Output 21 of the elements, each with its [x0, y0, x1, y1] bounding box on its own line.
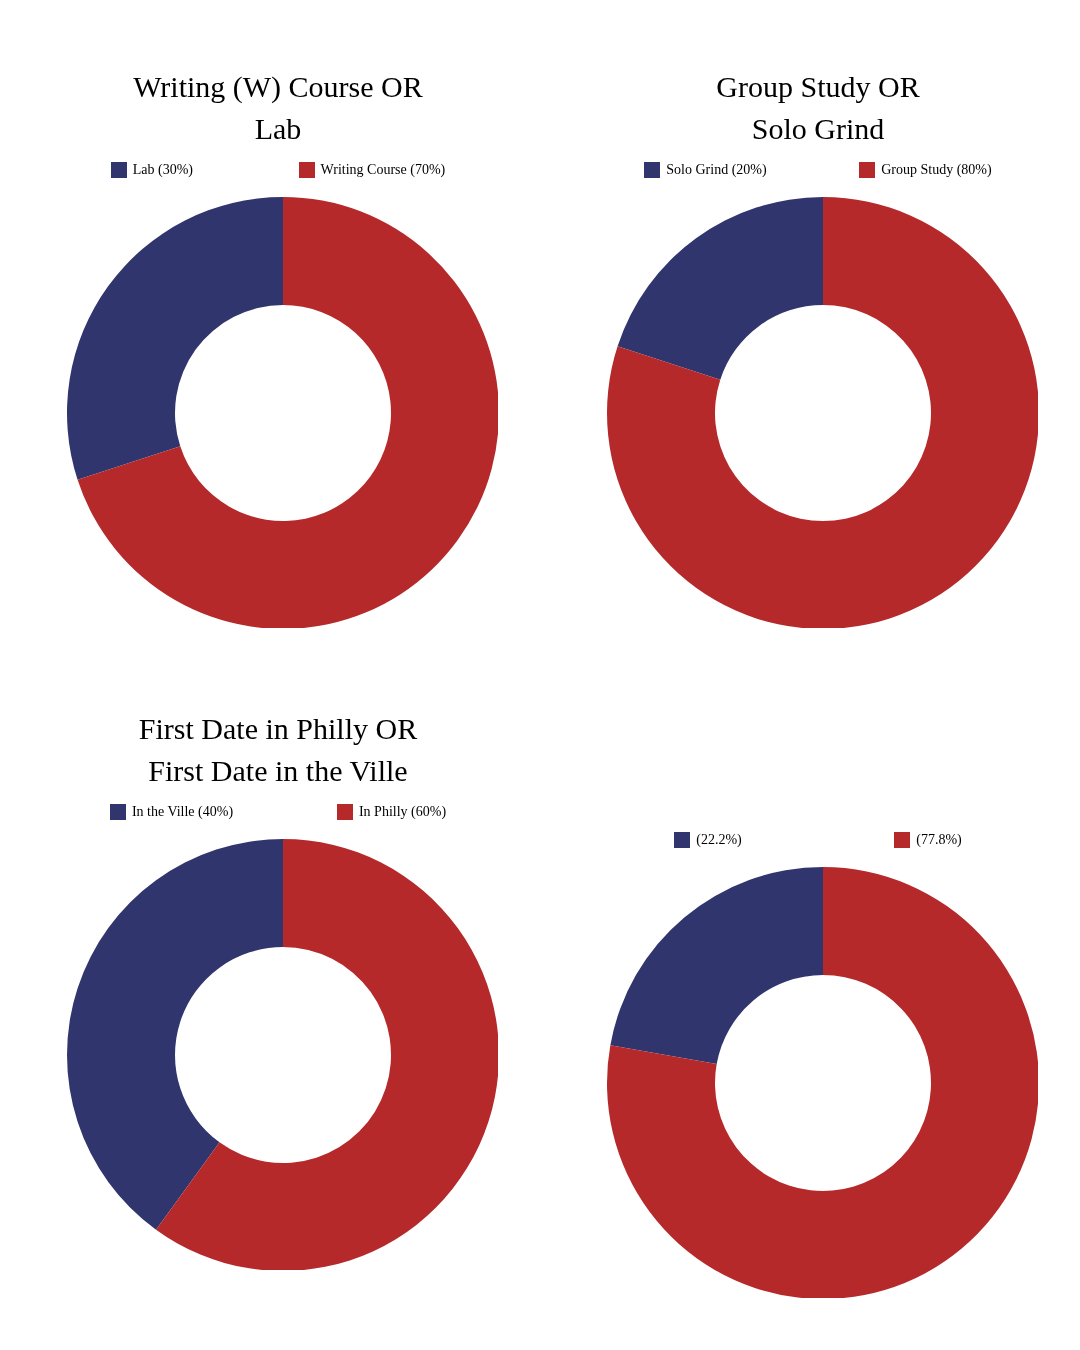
donut-slice [156, 839, 498, 1270]
legend-label: In the Ville (40%) [131, 804, 234, 820]
donut-slice [617, 197, 823, 380]
chart-title: First Date in Philly OR First Date in the Ville [137, 711, 419, 789]
donut-slice [607, 197, 1038, 628]
chart-title: Group Study OR [716, 70, 920, 103]
slice-label: Solo Grind [751, 112, 885, 145]
data-label: (77.8%) [916, 832, 962, 848]
category-label: Solo Grind (20%) [666, 162, 767, 177]
donut-slice [610, 867, 823, 1065]
donut-slice [67, 839, 283, 1230]
donut-slice [77, 197, 498, 628]
legend-label: Writing Course (70%) [320, 162, 446, 178]
slice-label: Lab [254, 112, 302, 145]
category-label: Lab (30%) [132, 162, 194, 177]
donut-slice [607, 867, 1038, 1298]
legend-label: In Philly (60%) [358, 804, 447, 820]
chart-title: Writing (W) Course OR [133, 70, 423, 103]
data-label: (22.2%) [696, 832, 742, 848]
legend-label: Group Study (80%) [881, 162, 992, 178]
donut-slice [67, 197, 283, 480]
